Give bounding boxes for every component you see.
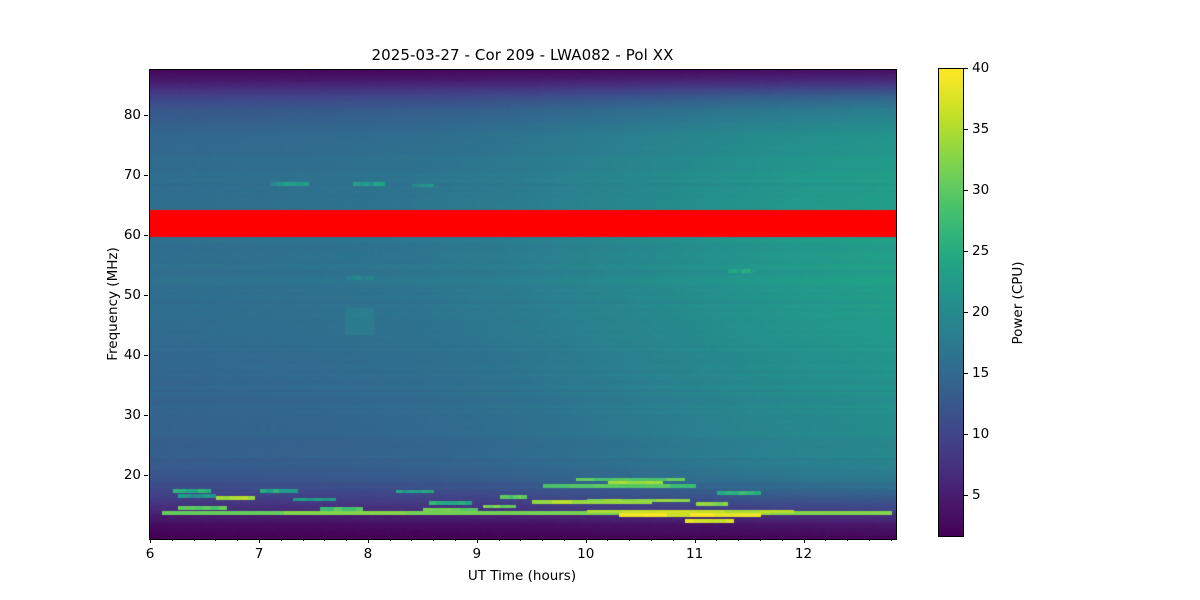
x-tick-minor — [563, 539, 565, 541]
x-tick-minor — [324, 539, 326, 541]
x-tick-minor — [455, 539, 457, 541]
colorbar-label: Power (CPU) — [1010, 260, 1026, 345]
x-tick-minor — [193, 539, 195, 541]
y-tick-label: 50 — [123, 287, 141, 304]
colorbar-tick-label: 5 — [972, 487, 981, 504]
x-tick-label: 6 — [145, 546, 155, 562]
x-tick-minor — [716, 539, 718, 541]
x-tick-minor — [759, 539, 761, 541]
y-tick-major — [144, 234, 148, 236]
y-tick-label: 70 — [123, 166, 141, 183]
colorbar-tick — [964, 129, 968, 131]
y-tick-major — [144, 355, 148, 357]
x-tick-minor — [498, 539, 500, 541]
x-tick-minor — [411, 539, 413, 541]
x-tick-minor — [280, 539, 282, 541]
colorbar-gradient — [938, 68, 964, 537]
x-tick-minor — [302, 539, 304, 541]
y-tick-label: 60 — [123, 226, 141, 243]
y-tick-label: 20 — [123, 467, 141, 484]
x-tick-minor — [237, 539, 239, 541]
colorbar-tick-label: 40 — [972, 60, 990, 76]
colorbar-tick — [964, 251, 968, 253]
x-tick-minor — [890, 539, 892, 541]
dynamic-spectrum-heatmap[interactable] — [150, 70, 896, 539]
x-tick-minor — [215, 539, 217, 541]
x-tick-minor — [651, 539, 653, 541]
x-tick-minor — [607, 539, 609, 541]
y-tick-major — [144, 475, 148, 477]
x-tick-minor — [433, 539, 435, 541]
colorbar-tick — [964, 190, 968, 192]
colorbar-tick — [964, 68, 968, 69]
x-tick-minor — [825, 539, 827, 541]
x-tick-label: 10 — [577, 546, 595, 562]
x-tick-label: 8 — [363, 546, 373, 562]
x-tick-label: 12 — [794, 546, 813, 562]
x-tick-label: 11 — [686, 546, 704, 562]
colorbar-tick — [964, 434, 968, 436]
x-tick-minor — [629, 539, 631, 541]
x-axis-label: UT Time (hours) — [467, 568, 577, 584]
y-tick-label: 30 — [123, 407, 141, 424]
y-tick-label: 40 — [123, 347, 141, 364]
x-tick-major — [150, 539, 152, 543]
x-tick-label: 7 — [254, 546, 264, 562]
x-tick-minor — [389, 539, 391, 541]
x-tick-minor — [672, 539, 674, 541]
x-tick-minor — [171, 539, 173, 541]
y-tick-major — [144, 114, 148, 116]
colorbar-tick — [964, 312, 968, 314]
x-tick-minor — [520, 539, 522, 541]
x-tick-major — [694, 539, 696, 543]
colorbar[interactable] — [938, 68, 964, 537]
y-tick-major — [144, 295, 148, 297]
y-tick-major — [144, 415, 148, 417]
colorbar-tick-label: 20 — [972, 304, 990, 321]
y-tick-major — [144, 174, 148, 176]
colorbar-tick-label: 30 — [972, 182, 990, 199]
colorbar-tick-label: 10 — [972, 426, 990, 443]
colorbar-tick-label: 15 — [972, 365, 990, 382]
colorbar-tick — [964, 495, 968, 497]
colorbar-tick — [964, 373, 968, 375]
x-tick-major — [258, 539, 260, 543]
x-tick-label: 9 — [472, 546, 482, 562]
x-tick-minor — [346, 539, 348, 541]
colorbar-tick-label: 35 — [972, 121, 990, 138]
x-tick-minor — [868, 539, 870, 541]
y-tick-label: 80 — [123, 106, 141, 123]
x-tick-major — [585, 539, 587, 543]
colorbar-tick-label: 25 — [972, 243, 990, 260]
spectrogram-axes[interactable] — [149, 69, 897, 540]
x-tick-major — [367, 539, 369, 543]
y-axis-label: Frequency (MHz) — [105, 246, 121, 361]
x-tick-minor — [847, 539, 849, 541]
x-tick-major — [476, 539, 478, 543]
page-title: 2025-03-27 - Cor 209 - LWA082 - Pol XX — [371, 46, 674, 64]
x-tick-minor — [738, 539, 740, 541]
x-tick-minor — [781, 539, 783, 541]
x-tick-major — [803, 539, 805, 543]
x-tick-minor — [542, 539, 544, 541]
